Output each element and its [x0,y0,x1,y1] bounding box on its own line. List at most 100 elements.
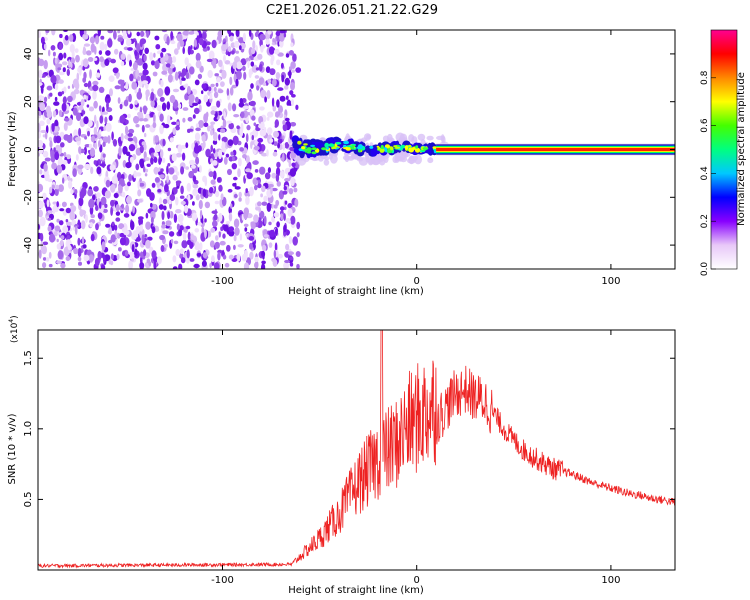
noise-blob [146,163,151,167]
noise-blob [236,253,241,262]
noise-blob [116,232,121,239]
noise-blob [192,102,199,107]
noise-blob [249,251,254,260]
noise-blob [93,160,97,165]
noise-blob [188,170,195,179]
transition-highlight [311,147,317,151]
noise-blob [119,103,123,110]
noise-blob [253,145,260,151]
noise-blob [280,213,284,221]
noise-blob [72,168,77,178]
colorbar-tick-label: 0.6 [700,118,710,133]
noise-blob [100,35,105,40]
noise-blob [67,175,71,181]
noise-blob [226,88,230,96]
noise-blob [143,118,148,122]
noise-blob [54,188,59,196]
noise-blob [136,43,141,53]
noise-blob [202,30,208,33]
noise-blob [176,33,183,42]
noise-blob [213,86,217,92]
noise-blob [267,30,272,35]
noise-blob [259,166,266,175]
noise-blob [83,82,89,88]
transition-body [316,142,323,148]
noise-blob [70,189,74,195]
noise-blob [40,232,44,242]
noise-blob [273,141,278,147]
noise-blob [38,111,42,116]
noise-blob [78,197,84,207]
noise-blob [195,96,199,103]
noise-blob [40,84,44,94]
noise-blob [101,111,109,115]
noise-blob [107,135,111,144]
transition-highlight [432,146,437,149]
noise-blob [139,251,144,258]
noise-blob [240,58,247,66]
noise-blob [226,120,233,124]
noise-blob [139,262,145,269]
noise-blob [77,237,81,246]
noise-blob [222,233,226,239]
noise-blob [265,66,271,73]
noise-blob [168,231,175,237]
noise-blob [172,127,177,135]
transition-highlight [343,147,349,150]
noise-blob [273,204,278,209]
noise-blob [181,152,186,161]
noise-blob [170,30,174,41]
noise-blob [160,52,164,58]
noise-blob [279,30,286,34]
noise-blob [213,214,218,221]
noise-blob [212,220,218,227]
noise-blob [162,157,166,163]
transition-halo [344,154,350,163]
noise-blob [72,107,78,116]
noise-blob [276,221,280,228]
noise-blob [119,237,127,246]
noise-blob [126,195,132,205]
noise-blob [179,248,184,255]
noise-blob [246,172,253,180]
noise-blob [90,166,94,175]
noise-blob [187,231,191,241]
noise-blob [63,152,67,157]
noise-blob [271,203,274,209]
noise-blob [157,88,164,97]
transition-highlight [306,151,312,154]
noise-blob [150,202,153,208]
noise-blob [121,203,124,209]
noise-blob [128,251,135,260]
noise-blob [216,100,221,108]
noise-blob [271,172,277,179]
noise-blob [249,242,253,250]
noise-blob [180,257,186,264]
noise-blob [274,227,278,236]
noise-blob [287,208,293,217]
noise-blob [285,218,291,223]
noise-blob [78,105,84,111]
noise-blob [99,41,105,51]
noise-blob [136,236,141,242]
noise-blob [111,221,115,226]
noise-blob [242,154,247,159]
noise-blob [229,87,234,96]
noise-blob [187,117,193,122]
noise-blob [143,105,147,115]
noise-blob [105,94,110,99]
noise-blob [38,95,43,100]
noise-blob [232,135,239,146]
noise-blob [256,85,260,91]
noise-blob [235,78,239,87]
noise-blob [243,223,249,227]
noise-blob [66,221,73,226]
noise-blob [39,102,46,112]
noise-blob [143,54,147,62]
noise-blob [275,30,281,37]
noise-blob [266,149,269,157]
figure-title: C2E1.2026.051.21.22.G29 [266,3,438,18]
noise-blob [61,91,65,95]
noise-blob [123,149,126,155]
noise-blob [275,111,281,117]
